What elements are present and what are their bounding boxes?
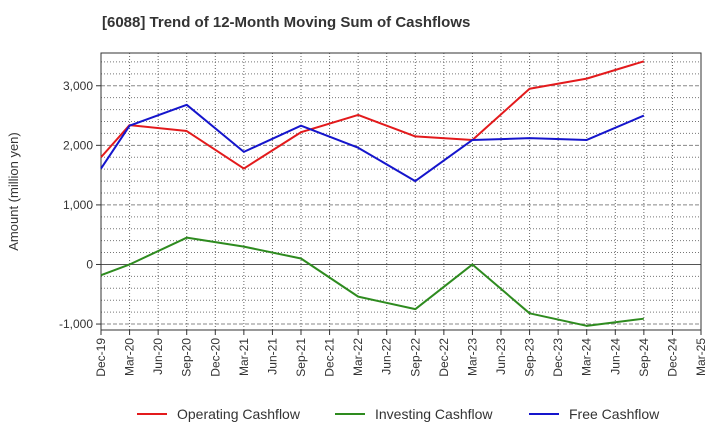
y-tick-label: 3,000 bbox=[63, 79, 93, 93]
x-tick-label: Sep-24 bbox=[637, 338, 651, 377]
x-tick-label: Dec-19 bbox=[94, 338, 108, 377]
x-tick-label: Dec-22 bbox=[437, 338, 451, 377]
x-tick-label: Sep-23 bbox=[523, 338, 537, 377]
x-tick-label: Sep-21 bbox=[294, 338, 308, 377]
x-tick-label: Mar-24 bbox=[580, 338, 594, 376]
x-tick-label: Mar-25 bbox=[694, 338, 708, 376]
x-tick-label: Mar-23 bbox=[465, 338, 479, 376]
x-tick-label: Dec-23 bbox=[551, 338, 565, 377]
x-tick-label: Mar-20 bbox=[123, 338, 137, 376]
plot-frame bbox=[100, 52, 702, 331]
series-line bbox=[100, 103, 645, 183]
y-tick-label: 1,000 bbox=[63, 198, 93, 212]
x-tick-label: Mar-22 bbox=[351, 338, 365, 376]
x-tick-label: Dec-24 bbox=[665, 338, 679, 377]
x-tick-label: Jun-21 bbox=[265, 338, 279, 375]
chart-title: [6088] Trend of 12-Month Moving Sum of C… bbox=[102, 14, 471, 31]
legend-label: Investing Cashflow bbox=[375, 406, 493, 422]
x-tick-label: Jun-22 bbox=[380, 338, 394, 375]
legend-label: Free Cashflow bbox=[569, 406, 660, 422]
x-tick-label: Jun-24 bbox=[608, 338, 622, 375]
series-line bbox=[100, 236, 644, 327]
legend-label: Operating Cashflow bbox=[177, 406, 301, 422]
x-tick-label: Dec-20 bbox=[208, 338, 222, 377]
y-axis-title: Amount (million yen) bbox=[6, 132, 21, 251]
x-tick-label: Sep-20 bbox=[180, 338, 194, 377]
x-tick-label: Dec-21 bbox=[323, 338, 337, 377]
y-tick-label: 2,000 bbox=[63, 138, 93, 152]
y-tick-label: -1,000 bbox=[59, 317, 93, 331]
series-line bbox=[100, 60, 645, 170]
x-tick-label: Sep-22 bbox=[408, 338, 422, 377]
x-tick-label: Jun-20 bbox=[151, 338, 165, 375]
x-tick-label: Jun-23 bbox=[494, 338, 508, 375]
y-tick-label: 0 bbox=[86, 257, 93, 271]
x-tick-label: Mar-21 bbox=[237, 338, 251, 376]
